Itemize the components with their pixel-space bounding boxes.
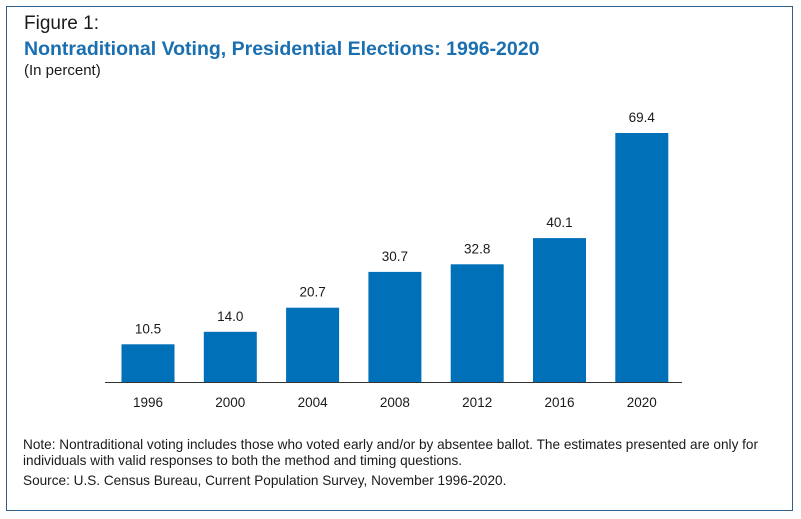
data-label-2020: 69.4 <box>629 110 656 125</box>
data-label-2000: 14.0 <box>217 309 243 324</box>
chart-source: Source: U.S. Census Bureau, Current Popu… <box>23 473 507 488</box>
chart-subtitle: (In percent) <box>24 62 101 79</box>
x-tick-label-2020: 2020 <box>627 395 657 410</box>
x-tick-label-2000: 2000 <box>215 395 245 410</box>
x-tick-label-2008: 2008 <box>380 395 410 410</box>
bar-2020 <box>615 133 669 382</box>
bar-1996 <box>121 344 175 382</box>
data-label-2008: 30.7 <box>382 249 408 264</box>
bar-2008 <box>368 271 422 382</box>
x-tick-label-2012: 2012 <box>462 395 492 410</box>
x-tick-label-1996: 1996 <box>133 395 163 410</box>
chart-note: Note: Nontraditional voting includes tho… <box>23 437 759 468</box>
x-tick-label-2016: 2016 <box>544 395 574 410</box>
x-tick-label-2004: 2004 <box>298 395 329 410</box>
data-label-1996: 10.5 <box>135 321 161 336</box>
bar-2000 <box>203 331 257 382</box>
chart-title: Nontraditional Voting, Presidential Elec… <box>24 38 540 60</box>
figure-label: Figure 1: <box>24 13 99 34</box>
bar-2012 <box>450 264 504 382</box>
data-label-2004: 20.7 <box>299 285 325 300</box>
bar-2016 <box>533 238 586 382</box>
data-label-2012: 32.8 <box>464 241 490 256</box>
bar-2004 <box>286 307 340 382</box>
data-label-2016: 40.1 <box>546 215 572 230</box>
